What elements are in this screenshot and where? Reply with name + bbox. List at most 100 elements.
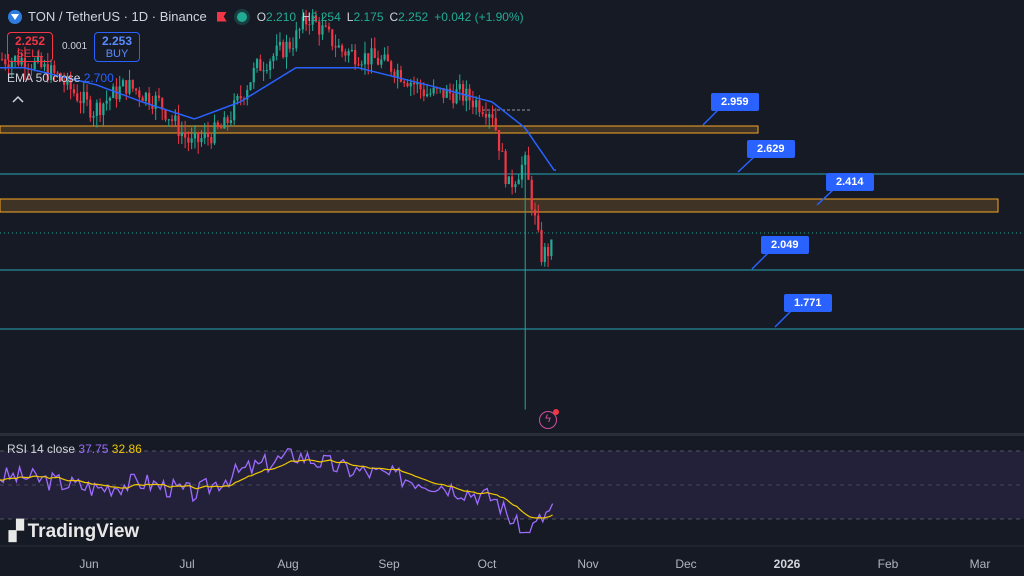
candle-body[interactable]	[174, 115, 177, 121]
candle-body[interactable]	[318, 21, 321, 35]
callout-2049[interactable]: 2.049	[761, 236, 809, 254]
candle-body[interactable]	[144, 92, 147, 102]
candle-body[interactable]	[533, 209, 537, 216]
candle-body[interactable]	[380, 59, 383, 65]
candle-body[interactable]	[236, 96, 239, 101]
candle-body[interactable]	[331, 29, 334, 47]
candle-body[interactable]	[213, 122, 216, 144]
candle-body[interactable]	[409, 82, 412, 87]
candle-body[interactable]	[223, 117, 226, 129]
candle-body[interactable]	[393, 71, 396, 78]
candle-body[interactable]	[399, 69, 403, 82]
candle-body[interactable]	[376, 57, 380, 65]
candle-body[interactable]	[445, 88, 448, 98]
candle-body[interactable]	[190, 138, 193, 143]
candle-body[interactable]	[403, 81, 406, 84]
candle-body[interactable]	[255, 59, 259, 68]
candle-body[interactable]	[468, 88, 471, 101]
candle-body[interactable]	[46, 64, 49, 81]
candle-body[interactable]	[161, 98, 164, 110]
candle-body[interactable]	[197, 132, 200, 143]
candle-body[interactable]	[187, 137, 190, 143]
candle-body[interactable]	[128, 79, 131, 94]
resistance-zone-2959[interactable]	[0, 125, 759, 134]
candle-body[interactable]	[89, 99, 92, 118]
candle-body[interactable]	[17, 55, 20, 65]
symbol-title[interactable]: TON / TetherUS · 1D · Binance	[28, 9, 207, 24]
rsi-line[interactable]	[0, 447, 554, 534]
flash-event-icon[interactable]: ϟ	[539, 409, 559, 429]
flag-icon[interactable]	[216, 11, 227, 22]
candle-body[interactable]	[108, 97, 112, 101]
candle-body[interactable]	[36, 56, 40, 62]
time-axis[interactable]	[0, 546, 1024, 576]
candle-body[interactable]	[112, 86, 115, 98]
candle-body[interactable]	[148, 92, 151, 106]
candle-body[interactable]	[475, 100, 478, 108]
candle-body[interactable]	[481, 112, 484, 114]
candle-body[interactable]	[184, 132, 187, 138]
candle-body[interactable]	[33, 61, 36, 70]
rsi-legend[interactable]: RSI 14 close 37.75 32.86	[7, 442, 142, 456]
candle-body[interactable]	[288, 41, 291, 49]
candle-body[interactable]	[102, 103, 105, 116]
candle-body[interactable]	[72, 89, 76, 94]
candle-body[interactable]	[262, 70, 265, 72]
candle-body[interactable]	[517, 179, 520, 185]
callout-2629[interactable]: 2.629	[747, 140, 795, 158]
candle-body[interactable]	[501, 150, 504, 152]
candle-body[interactable]	[334, 46, 337, 48]
candle-body[interactable]	[458, 84, 461, 90]
candle-body[interactable]	[272, 55, 275, 62]
candles[interactable]	[0, 9, 553, 410]
candle-body[interactable]	[412, 82, 416, 85]
candle-body[interactable]	[546, 247, 550, 257]
candle-body[interactable]	[298, 29, 301, 31]
tradingview-logo[interactable]: ▞ TradingView	[9, 520, 140, 543]
candle-body[interactable]	[429, 93, 432, 95]
callout-2959[interactable]: 2.959	[711, 93, 759, 111]
candle-body[interactable]	[239, 96, 242, 99]
candle-body[interactable]	[265, 70, 268, 72]
candle-body[interactable]	[370, 48, 373, 65]
buy-button[interactable]: 2.253 BUY	[94, 32, 140, 62]
candle-body[interactable]	[511, 176, 514, 188]
candle-body[interactable]	[471, 100, 474, 108]
ema-legend[interactable]: EMA 50 close 2.700	[7, 71, 114, 85]
candle-body[interactable]	[491, 114, 494, 118]
candle-body[interactable]	[442, 88, 445, 98]
candle-body[interactable]	[282, 41, 285, 58]
candle-body[interactable]	[69, 76, 72, 90]
candle-body[interactable]	[324, 25, 327, 27]
candle-body[interactable]	[105, 100, 108, 104]
candle-body[interactable]	[23, 57, 26, 69]
candle-body[interactable]	[301, 16, 304, 30]
candle-body[interactable]	[249, 82, 252, 90]
callout-1771[interactable]: 1.771	[784, 294, 832, 312]
candle-body[interactable]	[59, 73, 62, 81]
candle-body[interactable]	[210, 136, 213, 144]
candle-body[interactable]	[92, 115, 95, 118]
candle-body[interactable]	[56, 72, 59, 74]
candle-body[interactable]	[246, 89, 249, 100]
candle-body[interactable]	[138, 90, 141, 98]
candle-body[interactable]	[507, 176, 510, 185]
candle-body[interactable]	[550, 239, 553, 257]
candle-body[interactable]	[95, 102, 98, 116]
sell-button[interactable]: 2.252 SELL	[7, 32, 53, 62]
candle-body[interactable]	[206, 132, 210, 137]
candle-body[interactable]	[543, 247, 546, 263]
candle-body[interactable]	[390, 61, 393, 72]
candle-body[interactable]	[79, 100, 82, 104]
candle-body[interactable]	[497, 130, 501, 151]
candle-body[interactable]	[321, 25, 324, 35]
rsi-ma-line[interactable]	[0, 459, 553, 519]
collapse-chevron-icon[interactable]	[11, 94, 25, 104]
candle-body[interactable]	[219, 127, 223, 129]
candle-body[interactable]	[305, 16, 308, 25]
candle-body[interactable]	[419, 82, 422, 90]
candle-body[interactable]	[275, 45, 278, 56]
candle-body[interactable]	[383, 54, 386, 60]
candle-body[interactable]	[337, 45, 340, 48]
